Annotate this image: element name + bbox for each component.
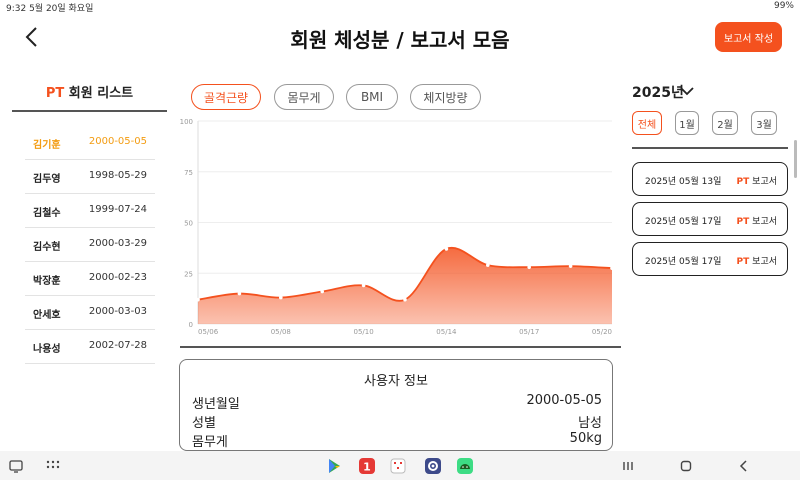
write-report-button[interactable]: 보고서 작성: [715, 22, 782, 52]
member-name: 안세호: [33, 310, 61, 321]
y-tick-label: 100: [180, 118, 193, 126]
divider: [632, 147, 788, 149]
data-point: [279, 295, 283, 300]
member-name: 김두영: [33, 174, 61, 185]
data-point: [444, 247, 449, 251]
x-tick-label: 05/17: [519, 328, 539, 336]
report-type: PT 보고서: [736, 217, 777, 227]
tab-bmi[interactable]: BMI: [346, 84, 398, 110]
data-point: [610, 266, 614, 270]
app-one-icon[interactable]: 1: [359, 458, 375, 474]
member-name: 김기훈: [33, 140, 61, 151]
member-row[interactable]: 박장훈 2000-02-23: [25, 261, 155, 296]
data-point: [196, 297, 200, 302]
report-date: 2025년 05월 13일: [645, 177, 722, 187]
user-info-card: 사용자 정보 생년월일 2000-05-05 성별 남성 몸무게 50kg: [179, 359, 613, 451]
info-label: 생년월일: [192, 397, 240, 412]
y-tick-label: 0: [189, 321, 193, 329]
info-row-birthdate: 생년월일 2000-05-05: [192, 393, 602, 412]
body-composition-chart: 0 25 50 75 100 05/06 05/08 05/10 05/14 05/17 05/20: [180, 118, 614, 336]
member-birthdate: 1998-05-29: [88, 170, 147, 181]
member-row[interactable]: 김철수 1999-07-24: [25, 193, 155, 228]
member-birthdate: 1999-07-24: [88, 204, 147, 215]
data-point: [527, 265, 531, 269]
member-row[interactable]: 안세호 2000-03-03: [25, 295, 155, 330]
info-label: 몸무게: [192, 435, 228, 450]
member-name: 김수현: [33, 242, 61, 253]
battery-level: 99%: [773, 1, 794, 11]
member-birthdate: 2000-02-23: [88, 272, 147, 283]
status-bar: 9:32 5월 20일 화요일 99%: [0, 0, 800, 14]
member-birthdate: 2000-05-05: [88, 136, 147, 147]
month-filter-jan[interactable]: 1월: [675, 111, 699, 135]
member-birthdate: 2000-03-29: [88, 238, 147, 249]
android-icon[interactable]: [457, 458, 473, 474]
data-point: [361, 283, 366, 288]
y-tick-label: 75: [184, 169, 193, 177]
x-tick-label: 05/06: [198, 328, 219, 336]
list-title-pt: PT: [45, 86, 65, 101]
member-row[interactable]: 나용성 2002-07-28: [25, 329, 155, 364]
nav-back-icon[interactable]: [736, 458, 752, 474]
home-icon[interactable]: [678, 458, 694, 474]
data-point: [568, 264, 573, 268]
x-tick-label: 05/20: [592, 328, 612, 336]
svg-text:1: 1: [363, 461, 371, 474]
status-time-date: 9:32 5월 20일 화요일: [6, 4, 94, 14]
apps-grid-icon[interactable]: [45, 458, 61, 474]
tab-skeletal-muscle[interactable]: 골격근량: [191, 84, 261, 110]
info-label: 성별: [192, 416, 216, 431]
x-tick-label: 05/14: [436, 328, 457, 336]
back-arrow-icon[interactable]: [22, 26, 44, 48]
settings-gear-icon[interactable]: [425, 458, 441, 474]
user-info-title: 사용자 정보: [364, 374, 428, 389]
report-date: 2025년 05월 17일: [645, 257, 722, 267]
member-birthdate: 2000-03-03: [88, 306, 147, 317]
info-value: 남성: [578, 416, 602, 431]
info-value: 2000-05-05: [526, 393, 602, 408]
list-title-rest: 회원 리스트: [64, 86, 134, 101]
data-point: [320, 289, 324, 294]
screenshot-icon[interactable]: [8, 458, 24, 474]
data-point: [237, 291, 242, 296]
member-list-title: PT 회원 리스트: [12, 82, 167, 101]
info-value: 50kg: [569, 431, 602, 446]
page-title: 회원 체성분 / 보고서 모음: [290, 28, 510, 52]
report-card[interactable]: 2025년 05월 17일 PT 보고서: [632, 242, 788, 276]
divider: [12, 110, 167, 112]
member-birthdate: 2002-07-28: [88, 340, 147, 351]
member-row[interactable]: 김수현 2000-03-29: [25, 227, 155, 262]
month-filter-feb[interactable]: 2월: [712, 111, 738, 135]
recent-apps-icon[interactable]: [620, 458, 636, 474]
report-card[interactable]: 2025년 05월 13일 PT 보고서: [632, 162, 788, 196]
month-filter-all[interactable]: 전체: [632, 111, 662, 135]
report-type: PT 보고서: [736, 177, 777, 187]
y-tick-label: 50: [184, 220, 193, 228]
member-row[interactable]: 김기훈 2000-05-05: [25, 125, 155, 160]
report-date: 2025년 05월 17일: [645, 217, 722, 227]
report-card[interactable]: 2025년 05월 17일 PT 보고서: [632, 202, 788, 236]
data-point: [486, 263, 490, 267]
data-point: [403, 297, 407, 302]
divider: [180, 346, 621, 348]
tab-body-fat[interactable]: 체지방량: [410, 84, 481, 110]
app-calendar-icon[interactable]: [390, 458, 406, 474]
info-row-gender: 성별 남성: [192, 412, 602, 431]
member-name: 나용성: [33, 344, 61, 355]
x-tick-label: 05/08: [271, 328, 291, 336]
play-store-icon[interactable]: [326, 458, 342, 474]
chevron-down-icon[interactable]: [680, 86, 694, 96]
y-tick-label: 25: [184, 270, 193, 278]
scrollbar[interactable]: [794, 140, 797, 178]
month-filter-mar[interactable]: 3월: [751, 111, 777, 135]
area-fill: [198, 247, 612, 324]
x-tick-label: 05/10: [354, 328, 374, 336]
year-selector[interactable]: 2025년: [632, 85, 684, 101]
member-name: 김철수: [33, 208, 61, 219]
tab-weight[interactable]: 몸무게: [274, 84, 334, 110]
info-row-weight: 몸무게 50kg: [192, 431, 602, 450]
report-type: PT 보고서: [736, 257, 777, 267]
member-row[interactable]: 김두영 1998-05-29: [25, 159, 155, 194]
member-name: 박장훈: [33, 276, 61, 287]
